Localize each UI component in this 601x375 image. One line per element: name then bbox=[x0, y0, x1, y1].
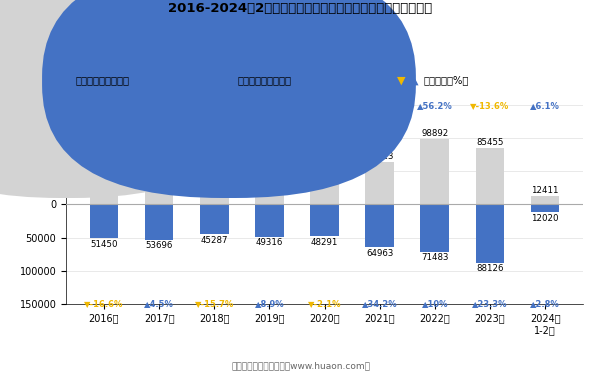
Text: ▼-15.7%: ▼-15.7% bbox=[195, 299, 234, 308]
Text: 53696: 53696 bbox=[145, 241, 172, 250]
Bar bbox=[310, 204, 339, 236]
Text: ▲: ▲ bbox=[410, 76, 418, 86]
Text: 49077: 49077 bbox=[90, 162, 118, 171]
Text: ▼: ▼ bbox=[397, 76, 405, 86]
Text: ▼-16.6%: ▼-16.6% bbox=[84, 299, 124, 308]
Bar bbox=[531, 204, 560, 212]
Text: 71483: 71483 bbox=[421, 253, 448, 262]
Text: ▲56.2%: ▲56.2% bbox=[417, 100, 453, 109]
Bar bbox=[365, 204, 394, 248]
Text: 48291: 48291 bbox=[311, 237, 338, 246]
Text: ▲8.9%: ▲8.9% bbox=[255, 299, 284, 308]
Text: ▲4.5%: ▲4.5% bbox=[144, 299, 174, 308]
Text: ▲3.7%: ▲3.7% bbox=[144, 100, 174, 109]
Text: ▲28.1%: ▲28.1% bbox=[197, 100, 232, 109]
Bar bbox=[90, 204, 118, 238]
Text: 2016-2024年2月内蒙古自治区外商投资企业进、出口额统计图: 2016-2024年2月内蒙古自治区外商投资企业进、出口额统计图 bbox=[168, 2, 433, 15]
Bar bbox=[255, 204, 284, 237]
Bar bbox=[90, 172, 118, 204]
Bar bbox=[145, 171, 174, 204]
Text: 进口总额（万美元）: 进口总额（万美元） bbox=[238, 76, 292, 86]
Text: 63323: 63323 bbox=[366, 152, 394, 161]
Text: ▼-30%: ▼-30% bbox=[89, 100, 119, 109]
Bar bbox=[421, 139, 449, 204]
Bar bbox=[421, 204, 449, 252]
Text: 51450: 51450 bbox=[90, 240, 118, 249]
Text: ▼-2.1%: ▼-2.1% bbox=[308, 299, 341, 308]
Text: 64963: 64963 bbox=[366, 249, 394, 258]
Text: 65148: 65148 bbox=[201, 151, 228, 160]
Text: 98892: 98892 bbox=[421, 129, 448, 138]
Text: ▼-3%: ▼-3% bbox=[313, 100, 337, 109]
Text: 44414: 44414 bbox=[311, 165, 338, 174]
Text: ▲23.3%: ▲23.3% bbox=[472, 299, 508, 308]
Bar bbox=[200, 204, 228, 234]
Text: 出口总额（万美元）: 出口总额（万美元） bbox=[76, 76, 130, 86]
Text: ▲10%: ▲10% bbox=[421, 299, 448, 308]
Bar bbox=[145, 204, 174, 240]
Text: 制图：华经产业研究院（www.huaon.com）: 制图：华经产业研究院（www.huaon.com） bbox=[231, 362, 370, 370]
Bar bbox=[200, 161, 228, 204]
Text: ▼-13.6%: ▼-13.6% bbox=[471, 100, 510, 109]
Text: 12411: 12411 bbox=[531, 186, 559, 195]
Text: ▲34.2%: ▲34.2% bbox=[362, 299, 397, 308]
Text: 50898: 50898 bbox=[145, 160, 172, 170]
Text: 45287: 45287 bbox=[201, 236, 228, 244]
Text: 85455: 85455 bbox=[476, 138, 504, 147]
Bar bbox=[475, 204, 504, 263]
Text: 88126: 88126 bbox=[476, 264, 504, 273]
Text: ▲42.7%: ▲42.7% bbox=[362, 100, 397, 109]
Text: 同比增速（%）: 同比增速（%） bbox=[423, 76, 468, 86]
Text: 12020: 12020 bbox=[531, 213, 559, 222]
Text: ▲6.1%: ▲6.1% bbox=[530, 100, 560, 109]
Bar bbox=[255, 174, 284, 204]
Text: 49316: 49316 bbox=[255, 238, 283, 247]
Text: ▲2.8%: ▲2.8% bbox=[530, 299, 560, 308]
Bar bbox=[531, 196, 560, 204]
Bar bbox=[310, 175, 339, 204]
Bar bbox=[365, 162, 394, 204]
Bar bbox=[475, 148, 504, 204]
Text: 45834: 45834 bbox=[255, 164, 283, 173]
Text: ▼-29.6%: ▼-29.6% bbox=[250, 100, 289, 109]
